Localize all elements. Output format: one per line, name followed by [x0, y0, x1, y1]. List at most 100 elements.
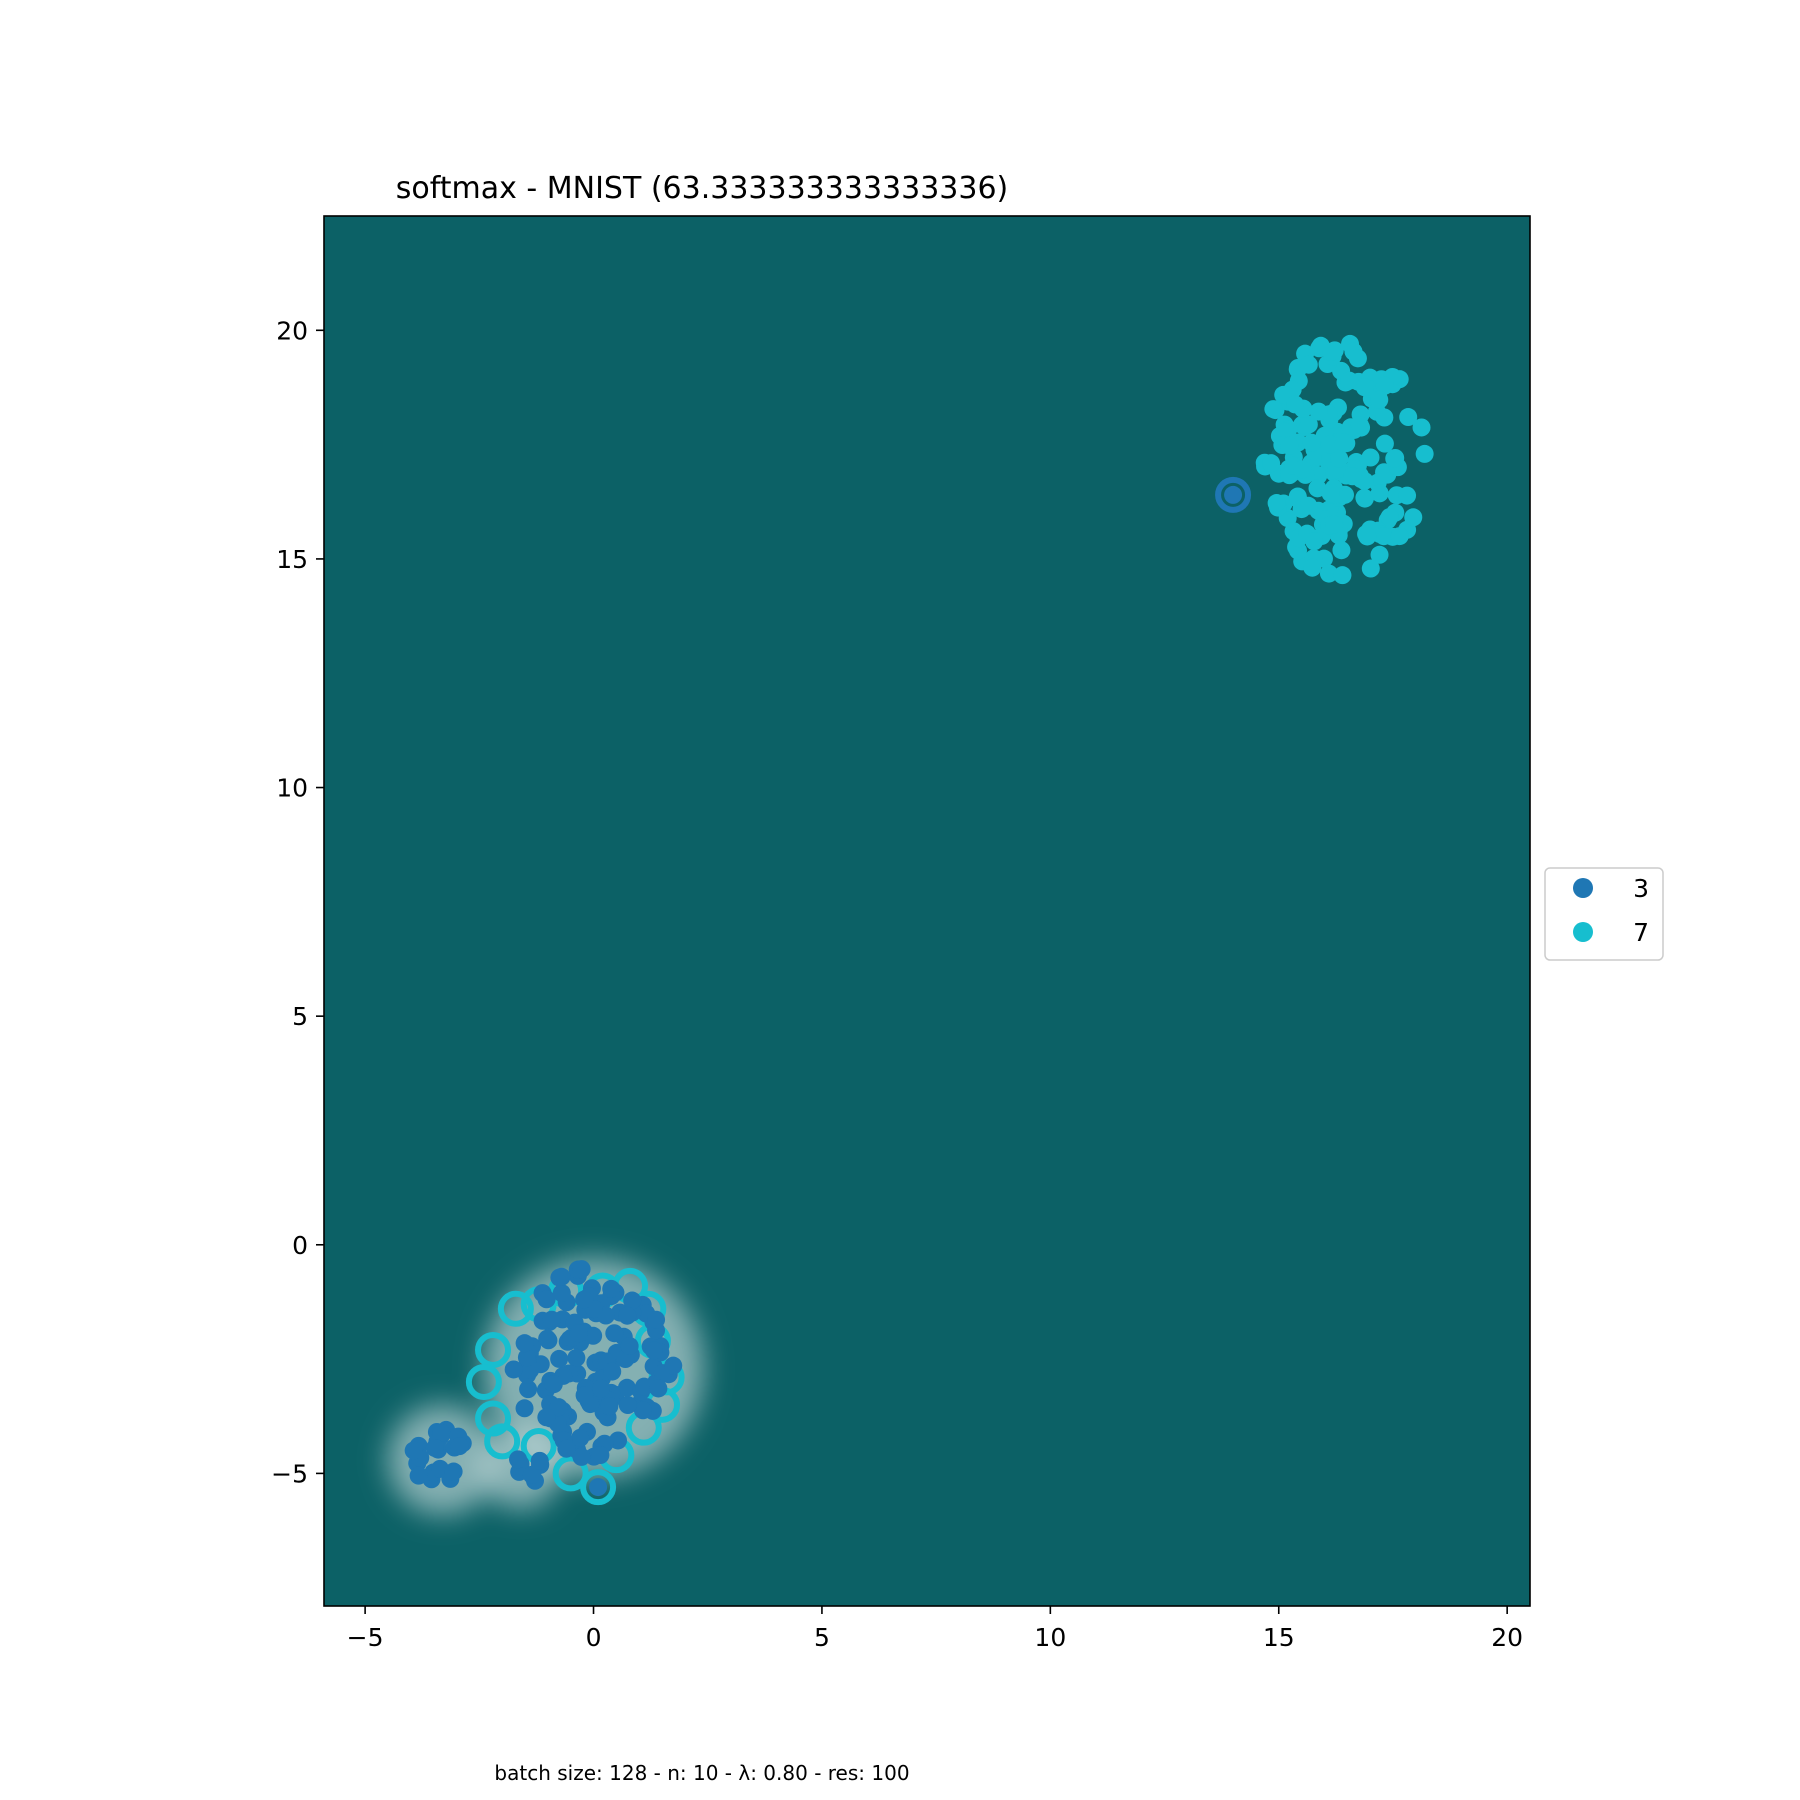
scatter-point-class-7 — [1358, 527, 1377, 546]
scatter-point-class-3 — [549, 1398, 568, 1417]
scatter-point-class-7 — [1325, 515, 1344, 534]
scatter-point-class-7 — [1399, 408, 1418, 427]
misclassified-ring-point — [484, 1423, 521, 1460]
scatter-point-class-7 — [1343, 467, 1362, 486]
scatter-point-class-3 — [538, 1329, 557, 1348]
misclassified-ring-point — [552, 1455, 589, 1492]
scatter-point-class-3 — [425, 1438, 444, 1457]
x-tick-label: 5 — [814, 1623, 830, 1652]
scatter-point-class-3 — [537, 1290, 556, 1309]
scatter-point-class-7 — [1286, 395, 1305, 414]
scatter-point-class-3 — [602, 1279, 621, 1298]
y-tick-label: 5 — [292, 1002, 308, 1031]
x-tick-label: 15 — [1263, 1623, 1295, 1652]
scatter-point-class-7 — [1355, 489, 1374, 508]
scatter-point-class-7 — [1309, 402, 1328, 421]
scatter-point-class-7 — [1305, 532, 1324, 551]
y-tick-label: 15 — [276, 545, 308, 574]
y-tick-label: 0 — [292, 1231, 308, 1260]
scatter-point-class-3 — [550, 1349, 569, 1368]
scatter-point-class-3 — [647, 1310, 666, 1329]
scatter-point-class-7 — [1293, 460, 1312, 479]
scatter-point-class-3 — [572, 1260, 591, 1279]
scatter-point-class-7 — [1334, 433, 1353, 452]
scatter-point-class-7 — [1361, 559, 1380, 578]
scatter-point-class-7 — [1303, 558, 1322, 577]
scatter-point-class-7 — [1385, 449, 1404, 468]
scatter-point-class-3 — [618, 1396, 637, 1415]
scatter-point-class-7 — [1374, 527, 1393, 546]
scatter-point-class-3 — [517, 1348, 536, 1367]
scatter-point-class-3 — [584, 1326, 603, 1345]
scatter-point-class-3 — [569, 1324, 588, 1343]
y-tick-label: 20 — [276, 316, 308, 345]
scatter-point-class-3 — [522, 1465, 541, 1484]
x-tick-label: 10 — [1034, 1623, 1066, 1652]
plot-frame — [323, 215, 1531, 1607]
scatter-point-class-7 — [1302, 433, 1321, 452]
y-tick-label: −5 — [271, 1459, 308, 1488]
scatter-point-class-3 — [542, 1310, 561, 1329]
footer-caption: batch size: 128 - n: 10 - λ: 0.80 - res:… — [494, 1761, 909, 1785]
scatter-point-class-3 — [409, 1466, 428, 1485]
y-tick-label: 10 — [276, 774, 308, 803]
scatter-point-class-7 — [1375, 434, 1394, 453]
misclassified-ring-point — [497, 1290, 534, 1327]
scatter-point-class-3 — [635, 1377, 654, 1396]
x-axis: −5 0 5 10 15 20 — [347, 1606, 1523, 1652]
scatter-point-class-7 — [1375, 463, 1394, 482]
scatter-point-class-7 — [1299, 415, 1318, 434]
scatter-point-class-7 — [1322, 342, 1341, 361]
scatter-point-class-7 — [1280, 436, 1299, 455]
scatter-point-class-3 — [515, 1399, 534, 1418]
x-tick-label: 0 — [586, 1623, 602, 1652]
scatter-point-class-7 — [1262, 454, 1281, 473]
scatter-point-class-7 — [1340, 371, 1359, 390]
scatter-point-class-3 — [404, 1441, 423, 1460]
scatter-point-class-3 — [504, 1360, 523, 1379]
scatter-point-class-7 — [1299, 496, 1318, 515]
scatter-point-class-3 — [600, 1397, 619, 1416]
scatter-point-class-7 — [1330, 449, 1349, 468]
scatter-point-class-3 — [633, 1401, 652, 1420]
scatter-point-class-3 — [444, 1462, 463, 1481]
scatter-point-class-7 — [1332, 541, 1351, 560]
legend-marker-7 — [1573, 922, 1593, 942]
scatter-point-class-3 — [603, 1362, 622, 1381]
scatter-point-class-3 — [618, 1306, 637, 1325]
scatter-point-class-7 — [1350, 416, 1369, 435]
scatter-point-class-7 — [1333, 566, 1352, 585]
legend-marker-3 — [1573, 878, 1593, 898]
scatter-point-class-3 — [552, 1284, 571, 1303]
scatter-point-class-3 — [572, 1447, 591, 1466]
scatter-point-class-3 — [623, 1291, 642, 1310]
scatter-point-class-7 — [1267, 494, 1286, 513]
scatter-point-class-3 — [605, 1324, 624, 1343]
scatter-point-class-7 — [1275, 422, 1294, 441]
scatter-points — [404, 334, 1434, 1497]
chart-title: softmax - MNIST (63.333333333333336) — [396, 171, 1009, 206]
scatter-point-class-3 — [509, 1450, 528, 1469]
scatter-point-class-7 — [1370, 390, 1389, 409]
scatter-point-class-7 — [1309, 466, 1328, 485]
scatter-point-class-7 — [1348, 349, 1367, 368]
scatter-point-class-3 — [431, 1459, 450, 1478]
scatter-point-class-3 — [620, 1337, 639, 1356]
scatter-point-class-7 — [1412, 418, 1431, 437]
scatter-point-class-3 — [537, 1408, 556, 1427]
plot-area — [323, 215, 1531, 1607]
scatter-point-class-7 — [1370, 545, 1389, 564]
misclassified-ring-point — [475, 1331, 512, 1368]
scatter-point-class-3 — [644, 1341, 663, 1360]
scatter-point-class-3 — [515, 1334, 534, 1353]
scatter-point-class-7 — [1375, 408, 1394, 427]
scatter-point-class-7 — [1321, 484, 1340, 503]
misclassified-ring-point — [580, 1469, 617, 1506]
scatter-point-class-7 — [1398, 486, 1417, 505]
scatter-point-class-7 — [1415, 444, 1434, 463]
x-tick-label: 20 — [1491, 1623, 1523, 1652]
scatter-point-class-3 — [567, 1348, 586, 1367]
scatter-point-class-7 — [1319, 564, 1338, 583]
misclassified-ring-point — [465, 1363, 502, 1400]
legend: 37 — [1544, 867, 1664, 961]
